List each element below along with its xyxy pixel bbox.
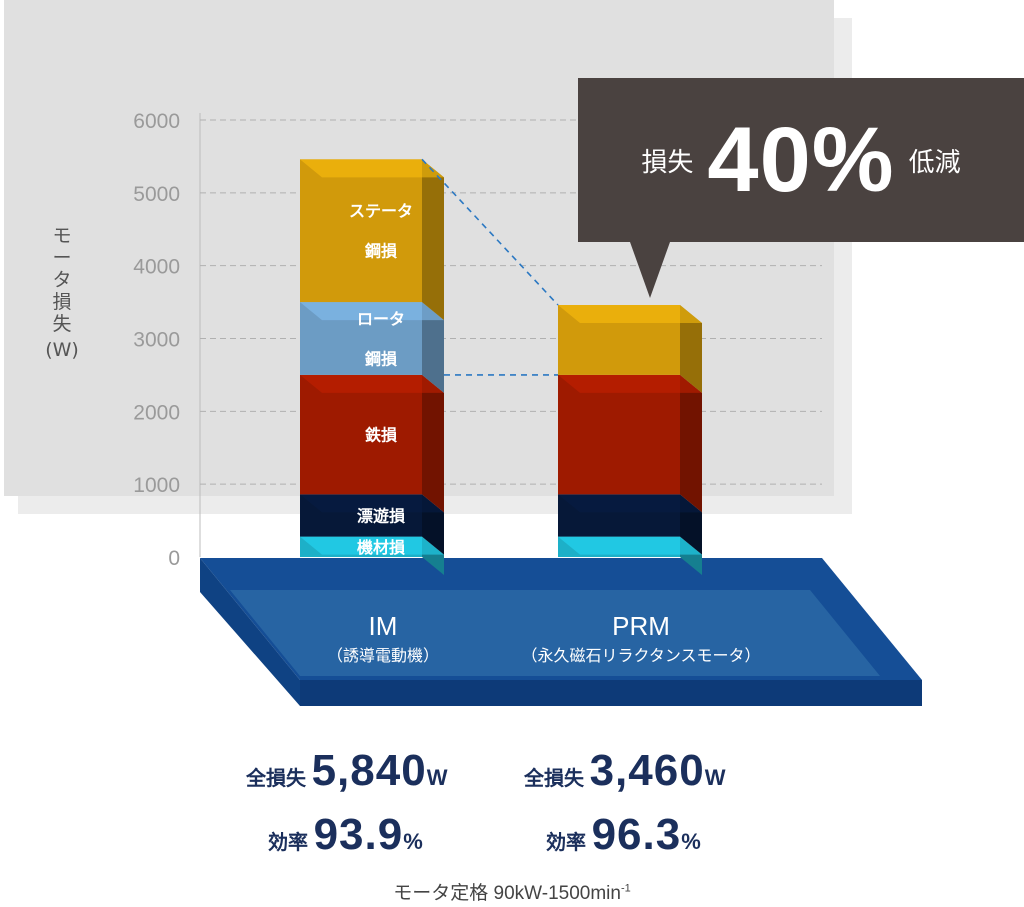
bar-segment-top [300, 494, 444, 513]
bar-segment [300, 159, 422, 303]
im-efficiency: 効率 93.9% [268, 810, 423, 860]
y-tick-label: 1000 [133, 474, 180, 497]
rating-sup: -1 [620, 882, 631, 895]
bar-segment-top [558, 536, 702, 555]
y-tick-label: 6000 [133, 110, 180, 133]
platform [200, 558, 922, 706]
bar-segment-top [300, 159, 444, 178]
bar-segment-top [558, 304, 702, 323]
y-tick-label: 5000 [133, 183, 180, 206]
prm-loss-label: 全損失 [524, 766, 584, 790]
bar-segment-side [680, 304, 702, 393]
prm-efficiency: 効率 96.3% [546, 810, 701, 860]
bar-segment-side [422, 374, 444, 513]
connector-line-top [421, 158, 559, 306]
bar-segment [558, 374, 680, 495]
prm-total-loss: 全損失 3,460W [524, 746, 725, 796]
category-name: IM [369, 611, 398, 641]
category-name: PRM [612, 611, 670, 641]
bar-segment-side [422, 302, 444, 393]
bar-segment-top [300, 536, 444, 555]
bar-segment-top [300, 374, 444, 393]
prm-eff-value: 96.3 [591, 810, 682, 859]
rating-text: モータ定格 90kW-1500min [393, 883, 621, 904]
segment-label: 機材損 [357, 538, 406, 557]
segment-label: ステータ鋼損 [349, 202, 413, 261]
platform-front [300, 680, 922, 706]
y-tick-label: 4000 [133, 256, 180, 279]
labels-layer: 0 1000 2000 3000 4000 5000 6000 モータ損失(W) IM （誘導電動… [45, 110, 760, 665]
im-loss-value: 5,840 [311, 746, 427, 795]
reduction-callout: 損失 40% 低減 [578, 78, 1024, 298]
y-tick-label: 0 [168, 547, 180, 570]
im-loss-unit: W [426, 765, 448, 790]
y-tick-label: 2000 [133, 401, 180, 424]
platform-inner [230, 590, 880, 676]
bars-layer: 機材損 漂遊損 鉄損 ロータ鋼損 ステータ鋼損 [300, 158, 702, 575]
prm-eff-unit: % [681, 829, 701, 854]
im-loss-label: 全損失 [246, 766, 306, 790]
bar-segment-top [558, 494, 702, 513]
y-tick-label: 3000 [133, 329, 180, 352]
y-axis-label: モータ損失(W) [45, 225, 79, 361]
segment-label: ロータ鋼損 [357, 310, 405, 369]
prm-eff-label: 効率 [546, 830, 586, 854]
segment-label: 漂遊損 [357, 506, 406, 525]
segment-label: 鉄損 [365, 426, 398, 445]
im-eff-value: 93.9 [313, 810, 404, 859]
bar-segment-top [558, 374, 702, 393]
im-total-loss: 全損失 5,840W [246, 746, 447, 796]
callout-value: 40% [707, 108, 895, 211]
bar-segment-side [680, 374, 702, 513]
callout-suffix: 低減 [908, 147, 961, 178]
rating-note: モータ定格 90kW-1500min-1 [0, 878, 1024, 905]
platform-side [200, 558, 300, 706]
bar-segment [300, 374, 422, 495]
bar-segment-side [422, 159, 444, 321]
im-eff-label: 効率 [268, 830, 308, 854]
callout-prefix: 損失 [641, 147, 694, 178]
bar-segment-top [300, 302, 444, 321]
prm-loss-unit: W [704, 765, 726, 790]
prm-loss-value: 3,460 [589, 746, 705, 795]
category-subtitle: （誘導電動機） [327, 646, 439, 665]
im-eff-unit: % [403, 829, 423, 854]
category-subtitle: （永久磁石リラクタンスモータ） [521, 646, 760, 665]
